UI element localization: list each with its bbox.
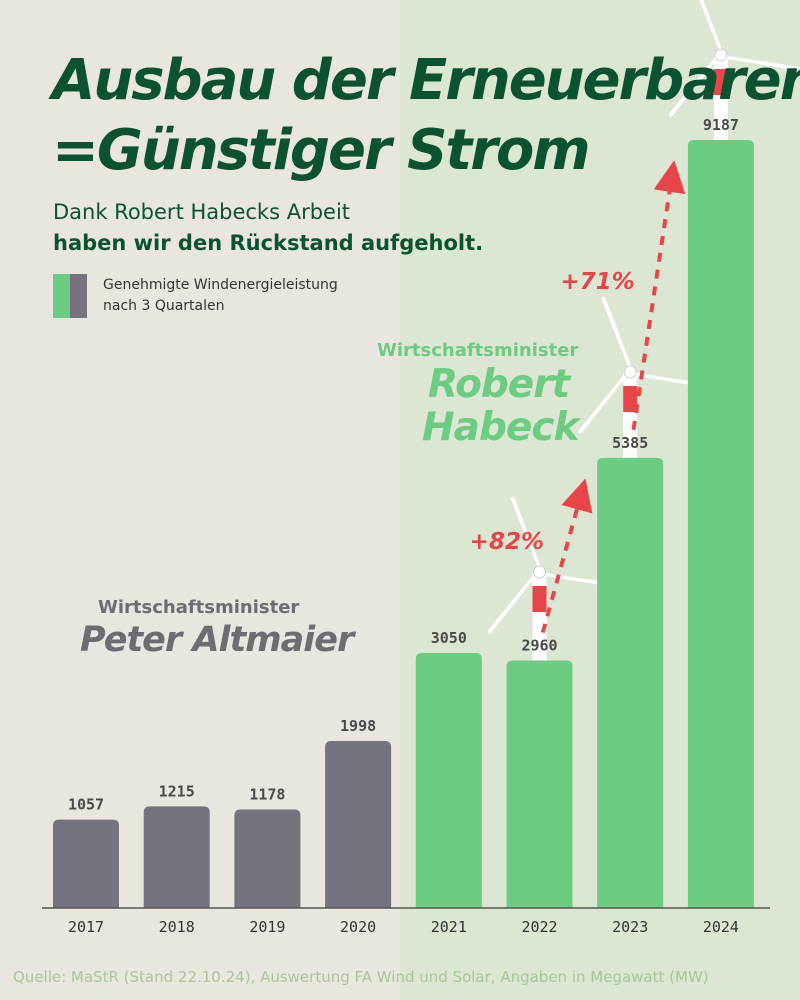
category-label-2021: 2021 (431, 918, 467, 936)
growth-arrow (540, 478, 593, 634)
category-label-2020: 2020 (340, 918, 376, 936)
labels-layer: 1057 2017 1215 2018 1178 2019 1998 2020 3050 2021… (68, 116, 739, 936)
category-label-2024: 2024 (703, 918, 739, 936)
category-label-2019: 2019 (249, 918, 285, 936)
growth-label: +82% (470, 529, 544, 555)
category-label-2023: 2023 (612, 918, 648, 936)
wind-turbine-icon (445, 472, 621, 661)
category-label-2017: 2017 (68, 918, 104, 936)
habeck-role-label: Wirtschaftsminister (377, 340, 579, 361)
legend-swatch-gray (70, 274, 87, 318)
altmaier-role-label: Wirtschaftsminister (98, 597, 300, 618)
bar-2017 (53, 819, 119, 908)
value-label-2020: 1998 (340, 717, 376, 735)
bar-2020 (325, 740, 392, 908)
legend-line-1: Genehmigte Windenergieleistung (103, 277, 338, 293)
bar-2024 (687, 140, 754, 908)
bar-2021 (415, 653, 482, 908)
bar-2023 (597, 457, 664, 908)
subtitle-line-2: haben wir den Rückstand aufgeholt. (53, 231, 484, 255)
growth-arrows: +82% +71% (470, 160, 686, 634)
subtitle-line-1: Dank Robert Habecks Arbeit (53, 200, 351, 224)
page-title-line-1: Ausbau der Erneuerbaren (52, 48, 800, 113)
habeck-name-line-2: Habeck (422, 405, 579, 450)
value-label-2023: 5385 (612, 434, 648, 452)
value-label-2017: 1057 (68, 796, 104, 814)
legend-swatch-green (53, 274, 70, 318)
legend: Genehmigte Windenergieleistung nach 3 Qu… (53, 274, 338, 318)
altmaier-name-label: Peter Altmaier (80, 620, 354, 660)
growth-label: +71% (560, 269, 634, 295)
growth-arrow (631, 160, 686, 431)
value-label-2019: 1178 (249, 786, 285, 804)
category-label-2022: 2022 (521, 918, 557, 936)
legend-line-2: nach 3 Quartalen (103, 298, 225, 314)
habeck-name-line-1: Robert (428, 362, 570, 407)
wind-turbine-icon (627, 0, 800, 140)
value-label-2022: 2960 (521, 637, 557, 655)
bar-2019 (234, 809, 301, 908)
wind-turbine-icon (536, 272, 711, 458)
page-title-line-2: =Günstiger Strom (52, 118, 591, 183)
category-label-2018: 2018 (159, 918, 195, 936)
legend-text: Genehmigte Windenergieleistung nach 3 Qu… (103, 275, 338, 317)
source-note: Quelle: MaStR (Stand 22.10.24), Auswertu… (13, 968, 709, 986)
wind-turbines (445, 0, 800, 661)
value-label-2018: 1215 (159, 782, 195, 800)
value-label-2021: 3050 (431, 629, 467, 647)
bar-2022 (506, 660, 573, 908)
bar-2018 (143, 806, 210, 908)
value-label-2024: 9187 (703, 116, 739, 134)
bars-layer (53, 140, 754, 908)
